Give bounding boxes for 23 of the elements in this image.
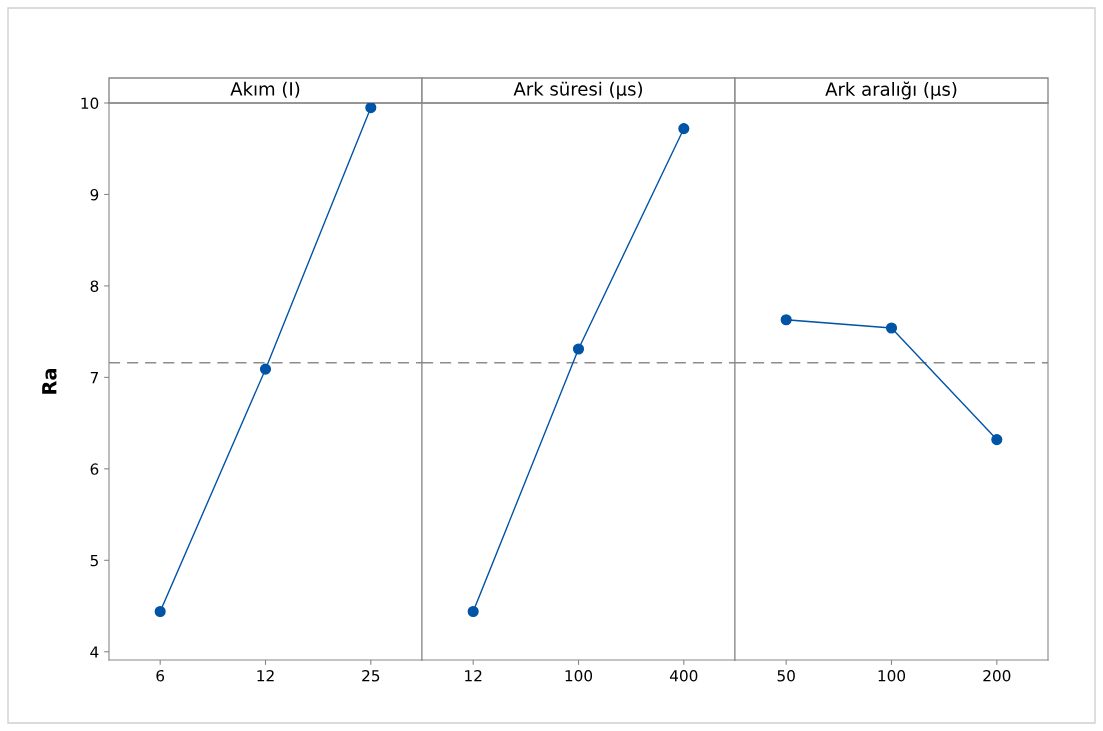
x-tick-label: 25 — [362, 669, 380, 682]
point — [259, 363, 272, 375]
x-tick-label: 400 — [669, 669, 698, 682]
point — [154, 605, 166, 618]
x-tick-label: 100 — [878, 669, 906, 682]
y-tick-label: 6 — [90, 463, 99, 475]
x-tick-label: 6 — [156, 669, 165, 682]
x-tick-label: 50 — [777, 669, 795, 682]
point — [365, 103, 377, 114]
y-tick-label: 4 — [90, 646, 99, 658]
chart-title: Akım (I) — [230, 81, 300, 98]
y-tick-label: 7 — [90, 372, 98, 384]
x-tick-label: 100 — [565, 669, 593, 682]
y-tick-label: 10 — [81, 97, 99, 110]
chart-title: Ark aralığı (µs) — [825, 81, 957, 100]
x-tick-label: 200 — [983, 669, 1011, 682]
y-tick-label: 9 — [90, 188, 99, 201]
y-axis-title: Ra — [42, 368, 57, 394]
x-tick-label: 12 — [257, 669, 274, 682]
y-tick-label: 5 — [90, 554, 98, 567]
y-tick-label: 8 — [90, 280, 99, 292]
x-tick-label: 12 — [465, 669, 482, 682]
chart-title: Ark süresi (µs) — [513, 81, 642, 100]
